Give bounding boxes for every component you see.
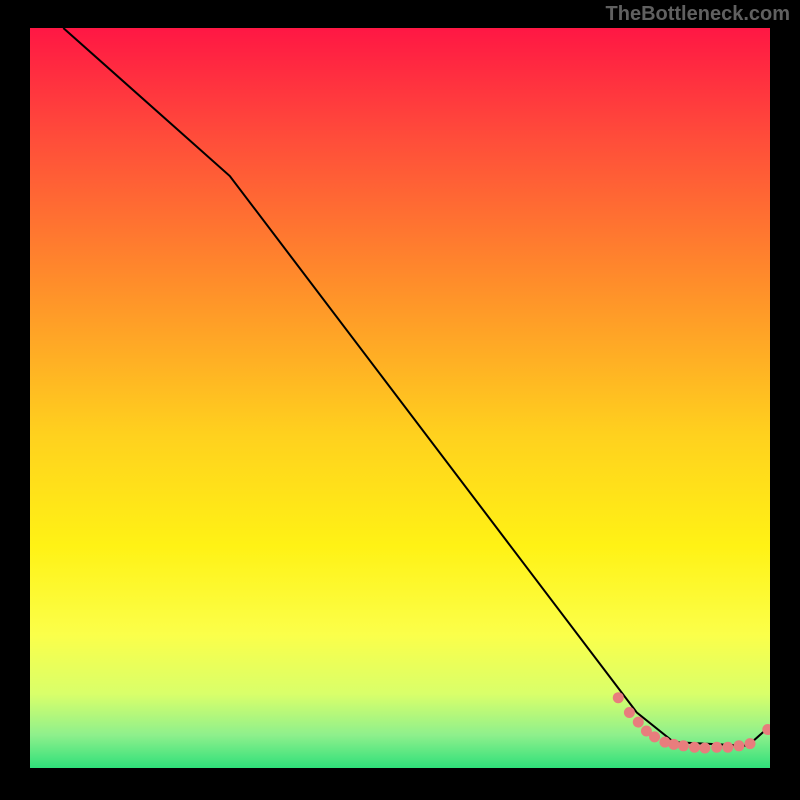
chart-svg bbox=[30, 28, 770, 768]
data-marker bbox=[699, 743, 710, 754]
data-marker bbox=[689, 742, 700, 753]
chart-background bbox=[30, 28, 770, 768]
data-marker bbox=[668, 739, 679, 750]
data-marker bbox=[711, 742, 722, 753]
data-marker bbox=[624, 707, 635, 718]
data-marker bbox=[733, 740, 744, 751]
data-marker bbox=[633, 717, 644, 728]
data-marker bbox=[745, 738, 756, 749]
data-marker bbox=[649, 731, 660, 742]
data-marker bbox=[722, 742, 733, 753]
watermark-text: TheBottleneck.com bbox=[606, 3, 790, 26]
chart-plot-area bbox=[30, 28, 770, 768]
data-marker bbox=[678, 740, 689, 751]
data-marker bbox=[613, 692, 624, 703]
